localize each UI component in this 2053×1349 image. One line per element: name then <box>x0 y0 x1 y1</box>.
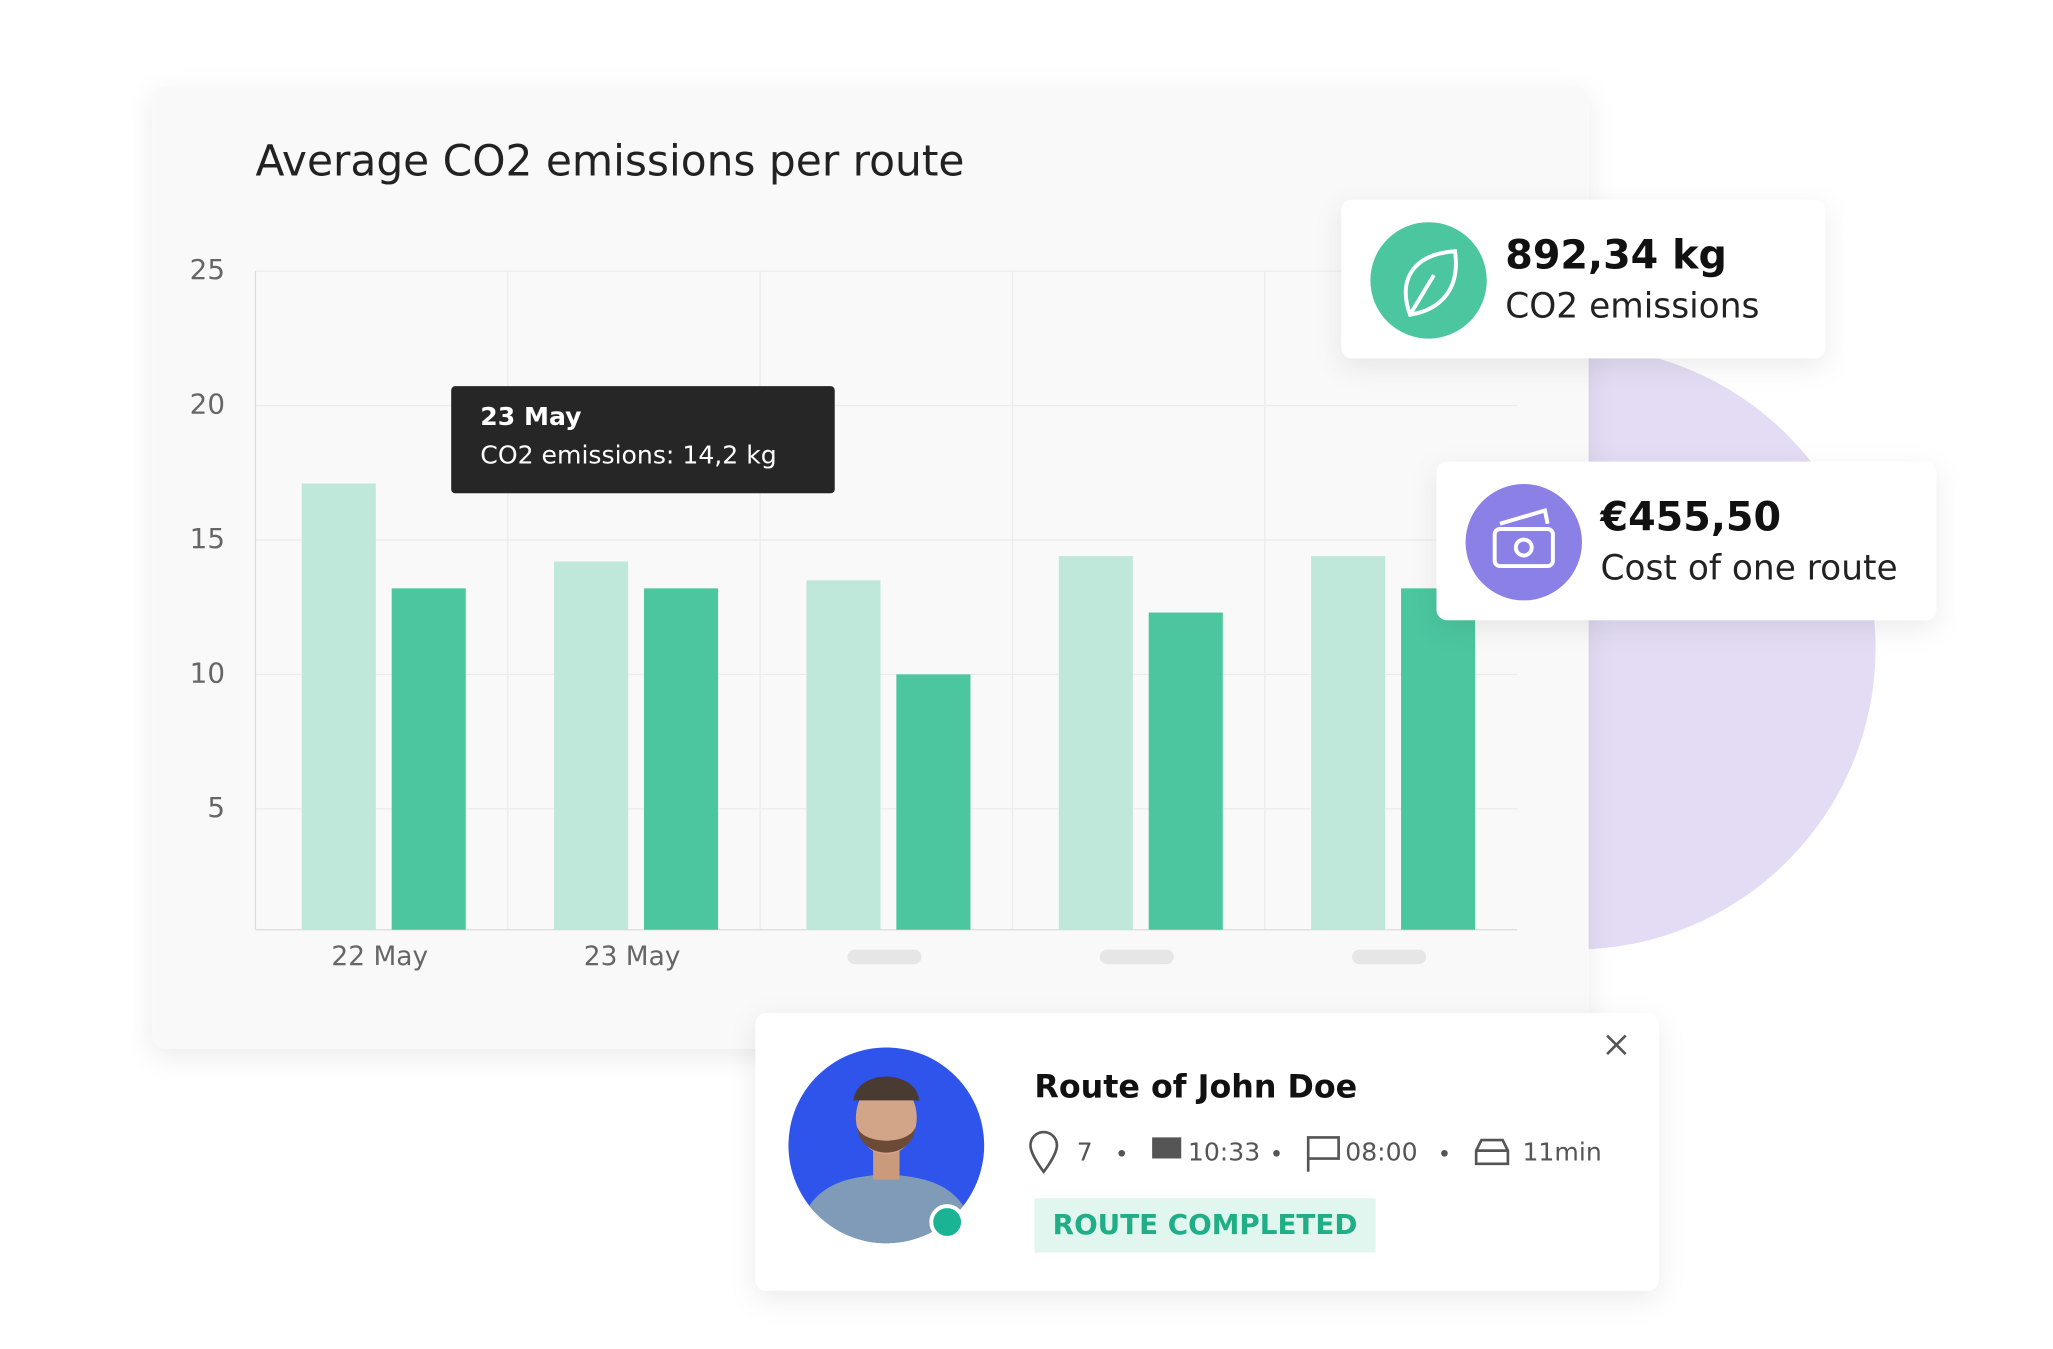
card-value: 892,34 kg <box>1505 232 1727 278</box>
x-label-placeholder <box>1099 949 1174 965</box>
y-tick-label: 15 <box>190 522 225 555</box>
tooltip-text: CO2 emissions: 14,2 kg <box>480 440 776 469</box>
flag-icon <box>1306 1136 1340 1172</box>
co2-card: 892,34 kg CO2 emissions <box>1341 199 1826 359</box>
money-icon <box>1513 537 1534 558</box>
car-icon <box>1474 1138 1510 1166</box>
cost-card: €455,50 Cost of one route <box>1436 461 1937 621</box>
separator <box>1118 1149 1126 1157</box>
bar <box>301 483 376 930</box>
bar <box>644 588 719 930</box>
bar <box>391 588 466 930</box>
status-badge <box>1034 1198 1376 1253</box>
checkered-flag-icon <box>1152 1137 1182 1170</box>
x-tick-label: 23 May <box>584 941 681 972</box>
start-time: 08:00 <box>1345 1137 1417 1166</box>
x-label-placeholder <box>1352 949 1427 965</box>
chart-card <box>152 85 1589 1049</box>
pin-icon <box>1029 1130 1059 1174</box>
money-icon <box>1499 507 1550 526</box>
status-dot <box>929 1204 966 1240</box>
bar <box>806 580 881 930</box>
card-label: Cost of one route <box>1600 549 1897 589</box>
card-label: CO2 emissions <box>1505 287 1759 327</box>
leaf-icon <box>1403 249 1458 317</box>
x-tick-label: 22 May <box>331 941 428 972</box>
finish-time: 10:33 <box>1188 1137 1260 1166</box>
tooltip-title: 23 May <box>480 402 581 431</box>
route-card: Route of John Doe 7 10:33 08:00 11min RO… <box>755 1013 1659 1291</box>
y-tick-label: 10 <box>190 656 225 689</box>
y-tick-label: 5 <box>207 791 225 824</box>
plot: 5 10 15 20 25 22 May 23 May <box>190 253 1518 972</box>
y-tick-label: 25 <box>190 253 225 286</box>
bar <box>554 561 629 930</box>
duration: 11min <box>1522 1137 1601 1166</box>
y-tick-label: 20 <box>190 388 225 421</box>
card-bg <box>755 1013 1659 1291</box>
bar <box>1401 588 1476 930</box>
money-icon <box>1492 527 1555 569</box>
separator <box>1273 1149 1280 1157</box>
bar <box>1311 556 1386 930</box>
bar <box>896 674 971 930</box>
card-value: €455,50 <box>1599 494 1781 540</box>
bar <box>1148 612 1223 930</box>
x-label-placeholder <box>847 949 922 965</box>
bar <box>1058 556 1133 930</box>
stops: 7 <box>1077 1137 1093 1166</box>
status-text: ROUTE COMPLETED <box>1053 1208 1358 1241</box>
route-title: Route of John Doe <box>1034 1069 1357 1105</box>
money-icon-bg <box>1465 484 1582 601</box>
chart-title: Average CO2 emissions per route <box>255 136 964 185</box>
close-button[interactable] <box>1606 1034 1627 1056</box>
tooltip-box <box>451 386 835 494</box>
tooltip: 23 May CO2 emissions: 14,2 kg <box>451 386 835 494</box>
separator <box>1441 1149 1448 1157</box>
